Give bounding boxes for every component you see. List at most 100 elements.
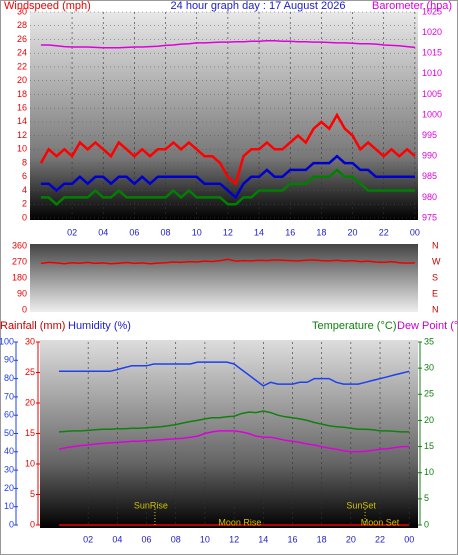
series-line — [40, 168, 415, 206]
y-tick-label: 10 — [17, 144, 27, 154]
y-tick-label: 10 — [25, 458, 35, 468]
y3-tick-label: 50 — [4, 428, 14, 438]
rainfall-axis-label: Rainfall (mm) — [0, 320, 65, 332]
y3-tick-label: 10 — [4, 501, 14, 511]
y-tick-label: 2 — [22, 199, 27, 209]
y2-tick-label: 1015 — [422, 48, 442, 58]
y3-tick-label: 30 — [4, 464, 14, 474]
x-tick-label: 06 — [129, 227, 139, 237]
y3-tick-label: 60 — [4, 410, 14, 420]
y2-tick-label: 1010 — [422, 68, 442, 78]
wind-axis-label: Windspeed (mph) — [4, 0, 91, 12]
y2-tick-label: 20 — [424, 415, 434, 425]
y3-tick-label: 100 — [0, 336, 14, 346]
barometer-axis-label: Barometer (hpa) — [372, 0, 452, 12]
y2-tick-label: 25 — [424, 389, 434, 399]
y-tick-label: 28 — [17, 20, 27, 30]
x-tick-label: 02 — [67, 227, 77, 237]
x-tick-label: 08 — [171, 534, 181, 544]
x-tick-label: 14 — [254, 227, 264, 237]
x-tick-label: 00 — [404, 534, 414, 544]
y2-tick-label: N — [432, 304, 439, 314]
x-tick-label: 10 — [192, 227, 202, 237]
series-line — [40, 40, 415, 49]
y2-tick-label: 985 — [422, 171, 437, 181]
x-tick-label: 20 — [346, 534, 356, 544]
series-line — [40, 258, 415, 265]
x-tick-label: 22 — [379, 227, 389, 237]
y-tick-label: 0 — [22, 212, 27, 222]
y2-tick-label: 10 — [424, 467, 434, 477]
annotation: Moon Rise — [218, 517, 261, 527]
x-tick-label: 22 — [375, 534, 385, 544]
y-tick-label: 26 — [17, 34, 27, 44]
y-tick-label: 0 — [22, 304, 27, 314]
x-tick-label: 08 — [161, 227, 171, 237]
y-tick-label: 22 — [17, 61, 27, 71]
y-tick-label: 270 — [12, 256, 27, 266]
x-tick-label: 20 — [348, 227, 358, 237]
x-tick-label: 16 — [287, 534, 297, 544]
y-tick-label: 90 — [17, 288, 27, 298]
y-tick-label: 20 — [25, 397, 35, 407]
y-tick-label: 25 — [25, 367, 35, 377]
y3-tick-label: 20 — [4, 483, 14, 493]
y2-tick-label: 15 — [424, 441, 434, 451]
y2-tick-label: N — [432, 240, 439, 250]
temperature-axis-label: Temperature (°C) — [312, 320, 396, 332]
y-tick-label: 0 — [30, 519, 35, 529]
y-tick-label: 14 — [17, 116, 27, 126]
y3-tick-label: 70 — [4, 391, 14, 401]
series-line — [59, 361, 410, 387]
y-tick-label: 24 — [17, 48, 27, 58]
y-tick-label: 180 — [12, 272, 27, 282]
y3-tick-label: 90 — [4, 355, 14, 365]
y2-tick-label: S — [432, 272, 438, 282]
y-tick-label: 16 — [17, 103, 27, 113]
y2-tick-label: 975 — [422, 212, 437, 222]
x-tick-label: 04 — [112, 534, 122, 544]
y2-tick-label: 5 — [424, 493, 429, 503]
y-tick-label: 12 — [17, 130, 27, 140]
x-tick-label: 16 — [285, 227, 295, 237]
y-tick-label: 5 — [30, 489, 35, 499]
x-tick-label: 10 — [200, 534, 210, 544]
humidity-axis-label: Humidity (%) — [68, 320, 131, 332]
y2-tick-label: E — [432, 288, 438, 298]
y2-tick-label: 30 — [424, 363, 434, 373]
y-tick-label: 4 — [22, 185, 27, 195]
y2-tick-label: 1025 — [422, 6, 442, 16]
y-tick-label: 15 — [25, 428, 35, 438]
annotation: SunRise — [134, 500, 168, 510]
y2-tick-label: W — [432, 256, 441, 266]
direction-panel — [30, 244, 418, 312]
y-tick-label: 8 — [22, 157, 27, 167]
y2-tick-label: 0 — [424, 519, 429, 529]
y2-tick-label: 1005 — [422, 89, 442, 99]
y-tick-label: 360 — [12, 240, 27, 250]
y-tick-label: 30 — [25, 336, 35, 346]
series-line — [39, 112, 416, 186]
x-tick-label: 06 — [142, 534, 152, 544]
annotation: Moon Set — [361, 517, 400, 527]
x-tick-label: 18 — [316, 227, 326, 237]
x-tick-label: 14 — [258, 534, 268, 544]
y2-tick-label: 35 — [424, 336, 434, 346]
x-tick-label: 12 — [223, 227, 233, 237]
y3-tick-label: 80 — [4, 373, 14, 383]
y3-tick-label: 0 — [9, 519, 14, 529]
y2-tick-label: 995 — [422, 130, 437, 140]
y-tick-label: 30 — [17, 6, 27, 16]
y-tick-label: 6 — [22, 171, 27, 181]
x-tick-label: 02 — [83, 534, 93, 544]
y3-tick-label: 40 — [4, 446, 14, 456]
y-tick-label: 20 — [17, 75, 27, 85]
series-line — [58, 410, 410, 433]
y2-tick-label: 1000 — [422, 109, 442, 119]
x-tick-label: 04 — [98, 227, 108, 237]
y2-tick-label: 1020 — [422, 27, 442, 37]
annotation: SunSet — [346, 500, 376, 510]
series-line — [40, 154, 415, 200]
x-tick-label: 12 — [229, 534, 239, 544]
